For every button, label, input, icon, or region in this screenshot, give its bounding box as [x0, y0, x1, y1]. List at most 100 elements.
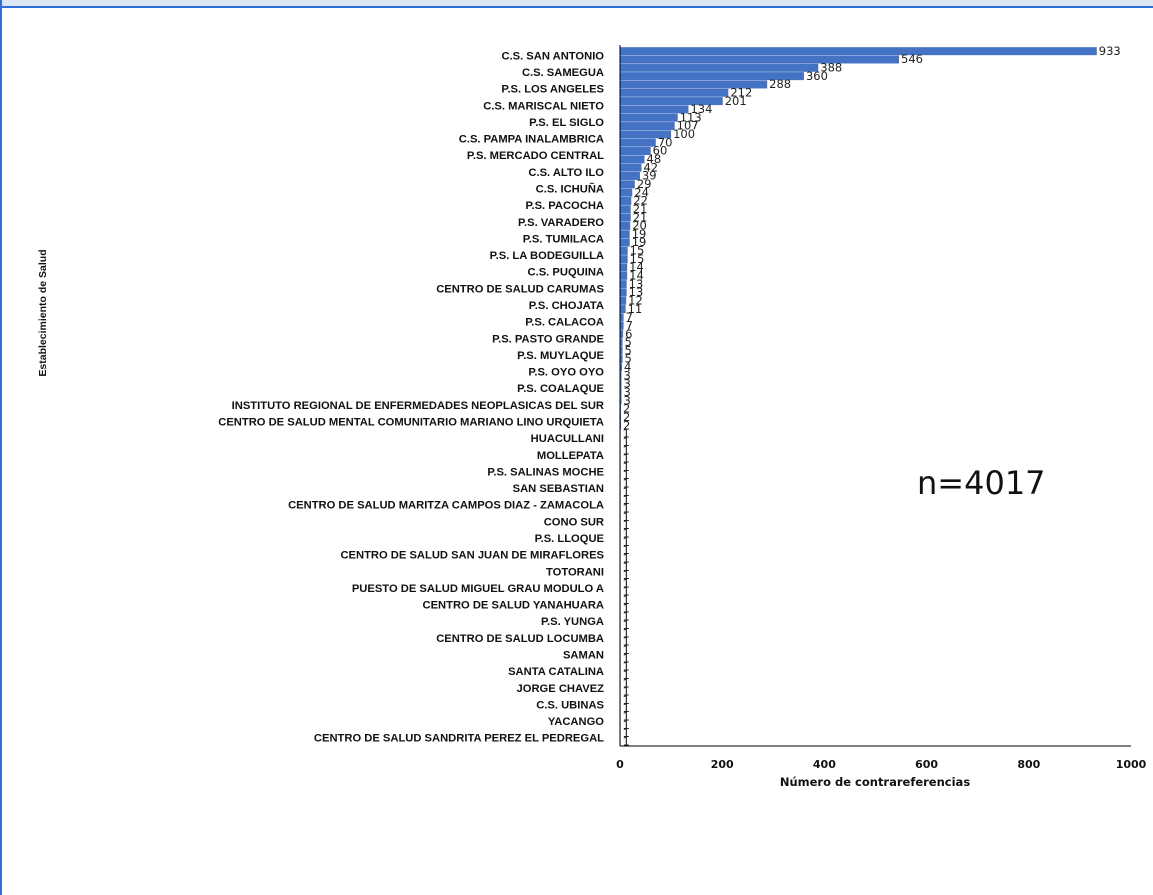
value-label: 5 — [625, 335, 632, 349]
x-tick-label: 400 — [813, 758, 836, 771]
bar — [620, 271, 628, 280]
y-axis-label: Establecimiento de Salud — [37, 249, 49, 376]
x-axis-label: Número de contrareferencias — [780, 775, 970, 789]
value-label: 3 — [624, 385, 631, 399]
category-label: P.S. EL SIGLO — [529, 117, 604, 129]
value-label: 1 — [623, 526, 630, 540]
value-labels-group: 9335463883602882122011341131071007060484… — [623, 44, 1121, 749]
value-label: 1 — [623, 710, 630, 724]
x-tick-label: 0 — [616, 758, 624, 771]
category-label: CENTRO DE SALUD SAN JUAN DE MIRAFLORES — [340, 550, 604, 562]
value-label: 22 — [633, 194, 648, 208]
category-label: P.S. COALAQUE — [517, 383, 604, 395]
value-label: 19 — [632, 227, 647, 241]
value-label: 1 — [623, 477, 630, 491]
value-label: 1 — [623, 460, 630, 474]
bar — [620, 305, 626, 314]
bar — [620, 205, 631, 214]
category-label: P.S. MERCADO CENTRAL — [467, 150, 604, 162]
value-label: 1 — [623, 660, 630, 674]
sample-size-annotation: n=4017 — [917, 464, 1046, 502]
bar — [620, 63, 819, 72]
value-label: 1 — [623, 626, 630, 640]
bar — [620, 221, 631, 230]
value-label: 1 — [623, 718, 630, 732]
value-label: 1 — [623, 701, 630, 715]
value-label: 21 — [633, 202, 648, 216]
bar — [620, 246, 628, 255]
value-label: 21 — [633, 210, 648, 224]
value-label: 24 — [634, 185, 649, 199]
category-label: CENTRO DE SALUD YANAHUARA — [422, 600, 604, 612]
category-label: P.S. LLOQUE — [535, 533, 605, 545]
category-label: P.S. PACOCHA — [525, 200, 604, 212]
value-label: 107 — [677, 119, 699, 133]
value-label: 1 — [623, 635, 630, 649]
value-label: 360 — [806, 69, 828, 83]
bar — [620, 388, 622, 397]
bar — [620, 97, 723, 106]
bar — [620, 421, 622, 430]
category-label: YACANGO — [548, 716, 604, 728]
value-label: 1 — [623, 493, 630, 507]
bar — [620, 321, 624, 330]
category-label: P.S. OYO OYO — [528, 367, 604, 379]
value-label: 15 — [630, 244, 645, 258]
value-label: 13 — [629, 285, 644, 299]
value-label: 1 — [623, 452, 630, 466]
bar — [620, 280, 627, 289]
bar — [620, 155, 645, 164]
category-label: SANTA CATALINA — [508, 666, 604, 678]
value-label: 1 — [623, 568, 630, 582]
bar — [620, 413, 622, 422]
category-label: P.S. SALINAS MOCHE — [487, 466, 604, 478]
value-label: 48 — [647, 152, 662, 166]
value-label: 1 — [623, 427, 630, 441]
value-label: 12 — [628, 293, 643, 307]
category-label: P.S. VARADERO — [518, 217, 604, 229]
category-label: C.S. ALTO ILO — [528, 167, 604, 179]
category-label: P.S. PASTO GRANDE — [492, 333, 604, 345]
value-label: 100 — [673, 127, 695, 141]
category-label: P.S. CHOJATA — [529, 300, 604, 312]
value-label: 1 — [623, 585, 630, 599]
value-label: 2 — [623, 402, 630, 416]
bar — [620, 47, 1097, 56]
category-label: P.S. YUNGA — [541, 616, 604, 628]
category-label: INSTITUTO REGIONAL DE ENFERMEDADES NEOPL… — [232, 400, 604, 412]
category-label: C.S. UBINAS — [536, 699, 604, 711]
x-tick-label: 800 — [1017, 758, 1040, 771]
value-label: 288 — [769, 77, 791, 91]
category-label: P.S. CALACOA — [525, 317, 604, 329]
bar — [620, 371, 622, 380]
bar — [620, 363, 623, 372]
value-label: 1 — [623, 676, 630, 690]
bar — [620, 230, 630, 239]
category-label: CENTRO DE SALUD CARUMAS — [436, 283, 604, 295]
bar — [620, 113, 678, 122]
window-left-border — [0, 0, 2, 895]
value-label: 70 — [658, 135, 673, 149]
bar — [620, 188, 633, 197]
category-label: P.S. TUMILACA — [523, 233, 604, 245]
x-tick-label: 1000 — [1116, 758, 1147, 771]
bar — [620, 122, 675, 131]
bar — [620, 105, 689, 114]
value-label: 4 — [624, 360, 631, 374]
bar — [620, 55, 900, 64]
bar — [620, 196, 632, 205]
value-label: 29 — [637, 177, 652, 191]
bar — [620, 180, 635, 189]
value-label: 1 — [623, 485, 630, 499]
value-label: 1 — [623, 510, 630, 524]
category-label: CENTRO DE SALUD LOCUMBA — [436, 633, 604, 645]
value-label: 1 — [623, 643, 630, 657]
bar — [620, 163, 642, 172]
category-label: HUACULLANI — [531, 433, 604, 445]
value-label: 3 — [624, 368, 631, 382]
bar — [620, 263, 628, 272]
bar — [620, 313, 624, 322]
value-label: 113 — [680, 110, 702, 124]
category-label: P.S. LOS ANGELES — [501, 84, 604, 96]
